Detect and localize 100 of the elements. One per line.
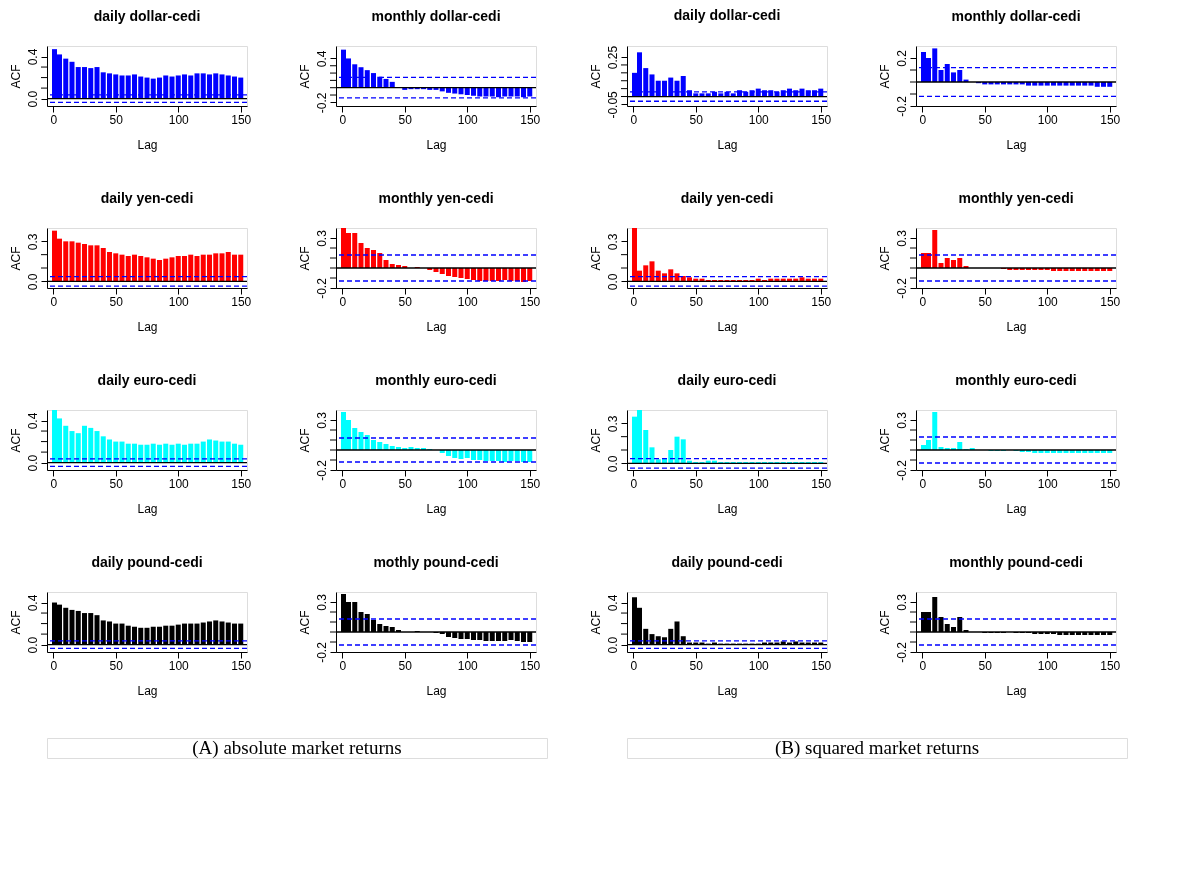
x-tick-label: 0 [630, 112, 638, 127]
y-tick-label: 0.25 [605, 45, 620, 70]
text: (A) absolute market returns [192, 737, 402, 759]
chart-title: daily yen-cedi [100, 190, 194, 206]
x-axis-title: Lag [137, 137, 158, 152]
x-tick-label: 100 [748, 476, 770, 491]
x-tick-label: 100 [457, 294, 479, 309]
chart-title: mothly pound-cedi [373, 554, 499, 570]
chart-title: monthly dollar-cedi [371, 8, 501, 24]
x-axis-title: Lag [137, 501, 158, 516]
y-axis-title: ACF [297, 64, 312, 89]
y-axis-title: ACF [297, 246, 312, 271]
x-tick-label: 150 [231, 294, 252, 309]
chart-title: monthly yen-cedi [958, 190, 1074, 206]
y-tick-label: -0.2 [894, 277, 909, 299]
y-tick-label: -0.2 [314, 641, 329, 663]
y-axis-title: ACF [8, 64, 23, 89]
x-tick-label: 100 [748, 112, 770, 127]
y-axis-title: ACF [588, 64, 603, 89]
x-tick-label: 50 [689, 476, 704, 491]
x-tick-label: 100 [457, 112, 479, 127]
y-tick-label: 0.4 [25, 412, 40, 430]
chart-title: daily yen-cedi [680, 190, 774, 206]
x-axis-title: Lag [1006, 501, 1027, 516]
x-tick-label: 100 [1037, 294, 1059, 309]
x-tick-label: 150 [520, 294, 541, 309]
y-tick-label: -0.2 [894, 459, 909, 481]
y-tick-label: 0.4 [314, 50, 329, 68]
x-tick-label: 150 [231, 658, 252, 673]
x-tick-label: 0 [339, 658, 347, 673]
x-tick-label: 0 [339, 112, 347, 127]
y-tick-label: -0.2 [894, 95, 909, 117]
x-axis-title: Lag [426, 683, 447, 698]
x-tick-label: 100 [1037, 658, 1059, 673]
y-axis-title: ACF [588, 610, 603, 635]
x-tick-label: 100 [168, 294, 190, 309]
y-tick-label: 0.3 [894, 411, 909, 429]
y-tick-label: -0.2 [314, 277, 329, 299]
x-tick-label: 0 [339, 476, 347, 491]
y-tick-label: 0.0 [605, 273, 620, 291]
x-axis-title: Lag [426, 137, 447, 152]
y-tick-label: -0.2 [314, 92, 329, 114]
x-tick-label: 100 [748, 294, 770, 309]
chart-title: monthly euro-cedi [375, 372, 497, 388]
x-tick-label: 0 [50, 112, 58, 127]
y-tick-label: 0.3 [605, 233, 620, 251]
x-tick-label: 0 [50, 476, 58, 491]
y-tick-label: 0.3 [25, 233, 40, 251]
y-tick-label: 0.3 [605, 415, 620, 433]
x-tick-label: 0 [50, 658, 58, 673]
x-axis-title: Lag [717, 501, 738, 516]
x-tick-label: 100 [457, 658, 479, 673]
x-tick-label: 50 [398, 112, 413, 127]
y-axis-title: ACF [588, 428, 603, 453]
y-tick-label: 0.4 [605, 594, 620, 612]
chart-title: monthly dollar-cedi [951, 8, 1081, 24]
x-tick-label: 100 [168, 112, 190, 127]
x-tick-label: 50 [978, 658, 993, 673]
x-axis-title: Lag [1006, 137, 1027, 152]
x-tick-label: 50 [689, 112, 704, 127]
x-tick-label: 0 [630, 476, 638, 491]
y-tick-label: 0.0 [25, 273, 40, 291]
x-tick-label: 0 [50, 294, 58, 309]
y-axis-title: ACF [297, 428, 312, 453]
x-tick-label: 100 [457, 476, 479, 491]
y-tick-label: -0.2 [894, 641, 909, 663]
x-tick-label: 0 [919, 294, 927, 309]
x-tick-label: 50 [978, 476, 993, 491]
x-tick-label: 0 [339, 294, 347, 309]
x-tick-label: 150 [231, 476, 252, 491]
chart-title: monthly yen-cedi [378, 190, 494, 206]
x-tick-label: 150 [811, 112, 832, 127]
x-tick-label: 100 [168, 658, 190, 673]
y-axis-title: ACF [877, 428, 892, 453]
x-tick-label: 150 [811, 476, 832, 491]
x-tick-label: 50 [109, 658, 124, 673]
x-tick-label: 50 [109, 294, 124, 309]
y-tick-label: 0.2 [894, 49, 909, 67]
x-axis-title: Lag [137, 319, 158, 334]
x-tick-label: 100 [168, 476, 190, 491]
chart-title: daily euro-cedi [677, 372, 777, 388]
chart-title: daily euro-cedi [97, 372, 197, 388]
chart-title: monthly pound-cedi [949, 554, 1083, 570]
x-tick-label: 150 [1100, 294, 1121, 309]
y-tick-label: 0.0 [25, 90, 40, 108]
x-axis-title: Lag [1006, 683, 1027, 698]
chart-title: monthly euro-cedi [955, 372, 1077, 388]
y-axis-title: ACF [588, 246, 603, 271]
x-tick-label: 50 [978, 112, 993, 127]
x-tick-label: 50 [398, 476, 413, 491]
x-tick-label: 150 [811, 294, 832, 309]
x-tick-label: 0 [630, 658, 638, 673]
x-tick-label: 0 [919, 658, 927, 673]
x-tick-label: 0 [630, 294, 638, 309]
x-tick-label: 50 [398, 658, 413, 673]
y-axis-title: ACF [297, 610, 312, 635]
y-tick-label: 0.3 [314, 229, 329, 247]
y-axis-title: ACF [8, 610, 23, 635]
x-axis-title: Lag [426, 501, 447, 516]
y-tick-label: 0.0 [605, 636, 620, 654]
